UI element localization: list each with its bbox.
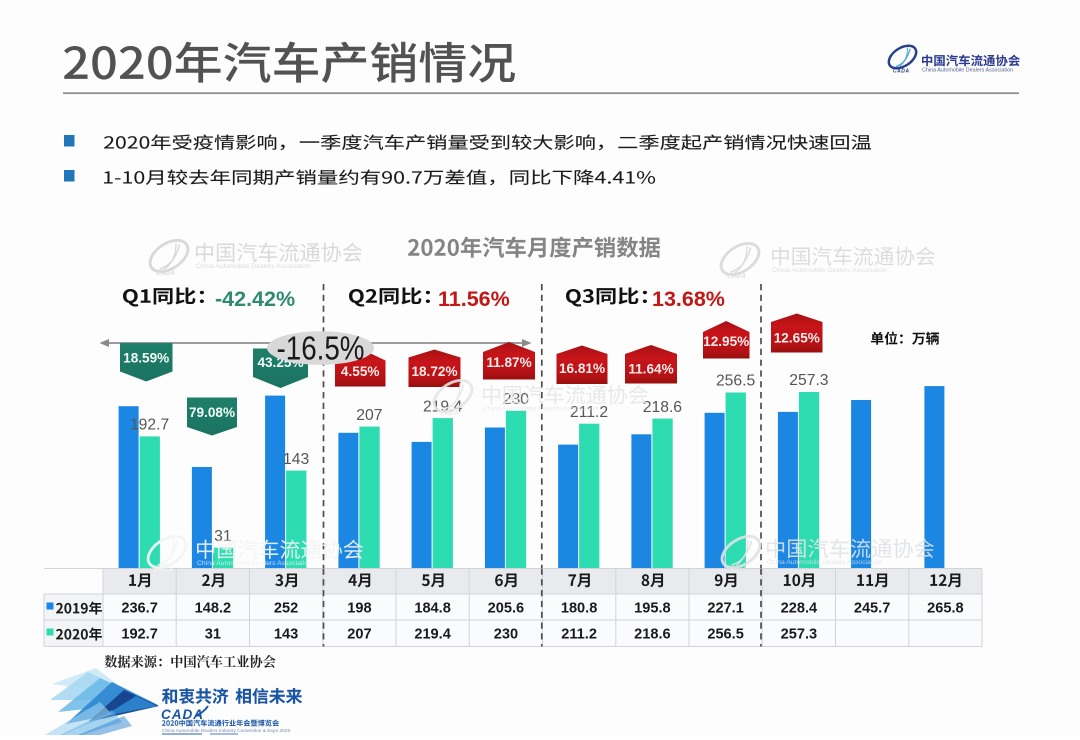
svg-text:256.5: 256.5 — [707, 627, 744, 643]
svg-text:31: 31 — [205, 627, 221, 643]
svg-text:227.1: 227.1 — [707, 601, 744, 617]
svg-text:12.95%: 12.95% — [703, 334, 749, 349]
svg-text:12.65%: 12.65% — [774, 331, 820, 346]
svg-text:218.6: 218.6 — [634, 627, 671, 643]
svg-text:219.4: 219.4 — [414, 627, 451, 643]
svg-text:252: 252 — [274, 601, 298, 617]
svg-text:China Automobile Dealers Assoc: China Automobile Dealers Association — [483, 406, 598, 413]
svg-text:China Automobile Dealers Assoc: China Automobile Dealers Association — [196, 263, 311, 270]
svg-text:CADA: CADA — [161, 707, 204, 722]
svg-text:218.6: 218.6 — [643, 399, 683, 416]
svg-text:207: 207 — [347, 627, 371, 643]
svg-text:China Automobile Dealers Indus: China Automobile Dealers Industry Conven… — [162, 728, 291, 734]
svg-text:China Automobile Dealers Assoc: China Automobile Dealers Association — [197, 560, 312, 567]
svg-text:11.87%: 11.87% — [486, 355, 531, 370]
svg-text:192.7: 192.7 — [130, 417, 169, 434]
svg-text:207: 207 — [356, 407, 382, 424]
svg-text:18.59%: 18.59% — [123, 351, 169, 366]
svg-text:China Automobile Dealers Assoc: China Automobile Dealers Association — [772, 267, 887, 274]
svg-text:265.8: 265.8 — [927, 601, 964, 617]
svg-text:13.68%: 13.68% — [652, 287, 725, 311]
svg-text:CADA: CADA — [440, 411, 459, 417]
svg-text:-16.5%: -16.5% — [277, 330, 365, 367]
svg-text:CADA: CADA — [154, 567, 173, 573]
svg-text:195.8: 195.8 — [634, 601, 671, 617]
svg-text:11.64%: 11.64% — [628, 362, 673, 377]
svg-text:143: 143 — [283, 451, 309, 468]
svg-text:31: 31 — [214, 528, 231, 545]
svg-text:CADA: CADA — [156, 271, 175, 277]
svg-text:CADA: CADA — [727, 274, 746, 280]
svg-text:CADA: CADA — [728, 567, 747, 573]
svg-text:184.8: 184.8 — [414, 601, 451, 617]
svg-text:257.3: 257.3 — [781, 627, 818, 643]
svg-text:143: 143 — [274, 627, 298, 643]
svg-text:79.08%: 79.08% — [189, 405, 235, 420]
svg-text:-42.42%: -42.42% — [215, 287, 295, 311]
svg-text:180.8: 180.8 — [561, 601, 598, 617]
svg-text:236.7: 236.7 — [121, 601, 158, 617]
svg-text:192.7: 192.7 — [121, 627, 158, 643]
svg-text:211.2: 211.2 — [570, 404, 608, 421]
svg-text:257.3: 257.3 — [789, 372, 829, 389]
svg-text:198: 198 — [347, 601, 371, 617]
svg-text:11.56%: 11.56% — [438, 287, 510, 311]
svg-text:China Automobile Dealers Assoc: China Automobile Dealers Association — [922, 68, 1013, 74]
svg-text:18.72%: 18.72% — [411, 364, 457, 379]
svg-text:China Automobile Dealers Assoc: China Automobile Dealers Association — [767, 559, 882, 566]
svg-text:256.5: 256.5 — [716, 373, 756, 390]
svg-text:228.4: 228.4 — [781, 601, 818, 617]
svg-text:16.81%: 16.81% — [559, 361, 605, 376]
svg-text:4.55%: 4.55% — [341, 364, 380, 379]
svg-text:245.7: 245.7 — [854, 601, 891, 617]
svg-text:205.6: 205.6 — [488, 601, 525, 617]
svg-text:148.2: 148.2 — [195, 601, 232, 617]
svg-text:CADA: CADA — [893, 69, 909, 75]
svg-text:230: 230 — [494, 627, 518, 643]
svg-text:211.2: 211.2 — [561, 627, 597, 643]
